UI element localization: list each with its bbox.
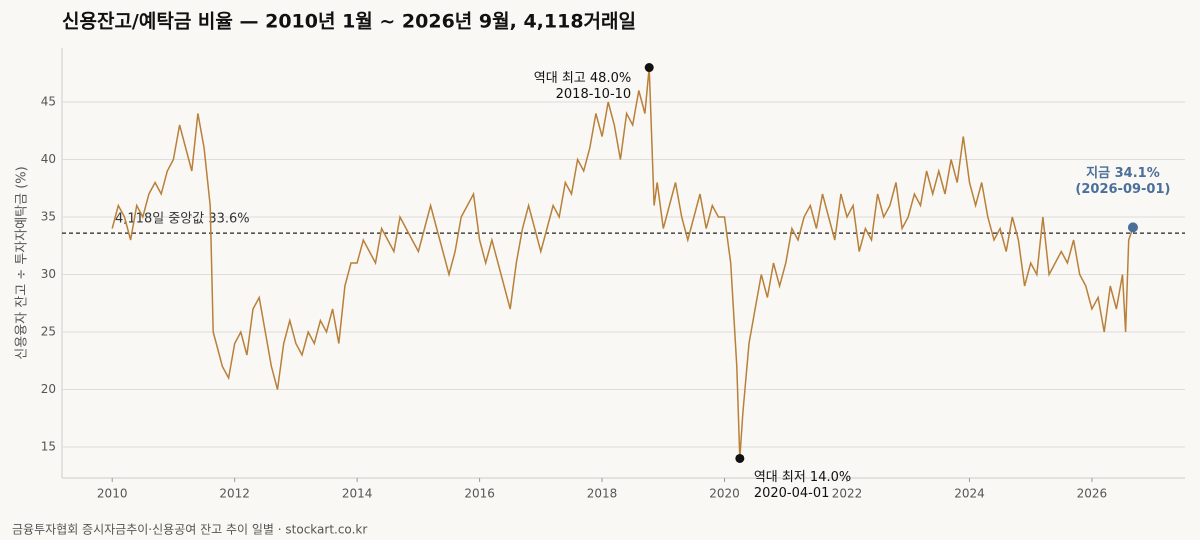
y-tick-label: 15 [41, 439, 56, 453]
annotation-point [644, 63, 654, 73]
data-line [111, 67, 1134, 459]
x-tick-label: 2010 [97, 487, 128, 501]
annotation-point [735, 453, 745, 463]
x-tick-label: 2024 [954, 487, 985, 501]
x-tick-label: 2014 [342, 487, 373, 501]
median-label: 4,118일 중앙값 33.6% [115, 212, 250, 227]
x-tick-label: 2020 [709, 487, 740, 501]
y-tick-label: 40 [41, 152, 56, 166]
y-tick-label: 30 [41, 267, 56, 281]
annotation-label: 2018-10-10 [556, 87, 632, 102]
y-tick-label: 20 [41, 382, 56, 396]
chart-title: 신용잔고/예탁금 비율 — 2010년 1월 ~ 2026년 9월, 4,118… [62, 11, 636, 33]
annotation-label: (2026-09-01) [1075, 182, 1170, 197]
y-axis-label: 신용융자 잔고 ÷ 투자자예탁금 (%) [15, 166, 30, 359]
annotation-label: 역대 최저 14.0% [754, 470, 851, 485]
x-tick-label: 2022 [832, 487, 863, 501]
annotation-label: 2020-04-01 [754, 486, 830, 501]
annotation-label: 역대 최고 48.0% [534, 71, 631, 86]
y-tick-label: 35 [41, 210, 56, 224]
y-tick-label: 45 [41, 95, 56, 109]
source: 금융투자협회 증시자금추이·신용공여 잔고 추이 일별 · stockart.c… [12, 523, 367, 537]
x-tick-label: 2012 [219, 487, 250, 501]
annotation-point [1127, 222, 1138, 233]
x-tick-label: 2026 [1077, 487, 1108, 501]
y-tick-label: 25 [41, 324, 56, 338]
x-tick-label: 2016 [464, 487, 495, 501]
x-tick-label: 2018 [587, 487, 618, 501]
annotation-label: 지금 34.1% [1086, 166, 1160, 181]
